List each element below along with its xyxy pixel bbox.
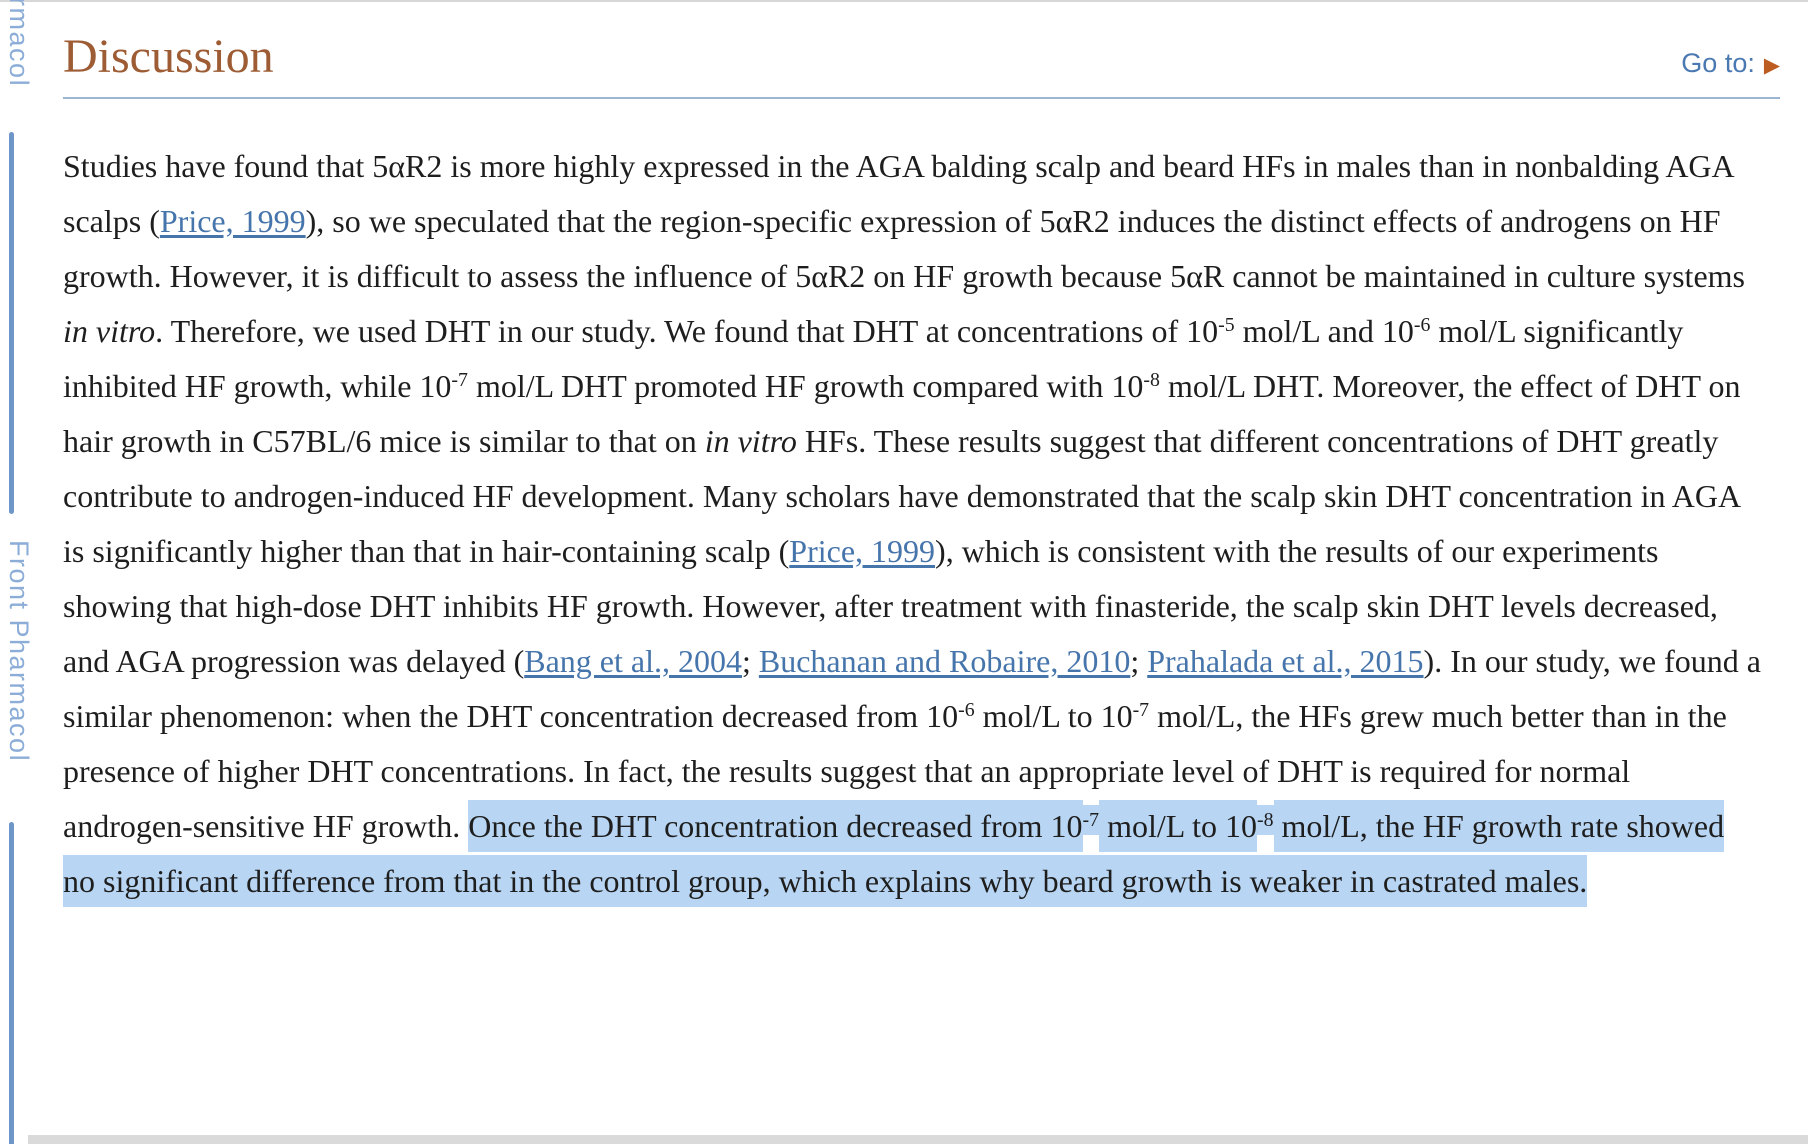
bottom-section-edge	[28, 1135, 1808, 1144]
text-run: mol/L to 10	[974, 698, 1133, 734]
text-run: mol/L DHT promoted HF growth compared wi…	[467, 368, 1144, 404]
superscript: -8	[1143, 369, 1160, 392]
journal-strip-divider	[9, 132, 14, 514]
text-run: mol/L DHT. Moreover, the effect of DHT o…	[63, 368, 1741, 459]
journal-strip-divider	[9, 822, 14, 1144]
superscript: -6	[958, 699, 975, 722]
goto-label: Go to:	[1681, 48, 1755, 78]
article-paragraph: Studies have found that 5αR2 is more hig…	[63, 139, 1763, 909]
citation-link[interactable]: Price, 1999	[159, 203, 306, 239]
section-header: Discussion Go to: ▶	[63, 33, 1780, 81]
right-triangle-icon: ▶	[1763, 53, 1780, 77]
superscript: -8	[1256, 805, 1274, 836]
superscript: -7	[451, 369, 468, 392]
citation-link[interactable]: Prahalada et al., 2015	[1147, 643, 1424, 679]
text-run: mol/L and 10	[1234, 313, 1414, 349]
text-run: ). In our study, we found a similar phen…	[63, 643, 1761, 734]
italic-text: in vitro	[704, 423, 797, 459]
text-run: ;	[1130, 643, 1148, 679]
text-run: mol/L significantly inhibited HF growth,…	[63, 313, 1684, 404]
superscript: -7	[1132, 699, 1150, 722]
section-header-rule	[63, 97, 1780, 99]
citation-link[interactable]: Price, 1999	[789, 533, 936, 569]
text-run: ), which is consistent with the results …	[63, 533, 1718, 679]
text-run: ;	[741, 643, 759, 679]
journal-name-vertical-top: Front Pharmacol	[3, 0, 34, 87]
top-divider	[0, 0, 1808, 2]
superscript: -5	[1218, 314, 1235, 337]
citation-link[interactable]: Buchanan and Robaire, 2010	[758, 643, 1131, 679]
text-run: . Therefore, we used DHT in our study. W…	[155, 313, 1219, 349]
goto-link[interactable]: Go to: ▶	[1681, 48, 1780, 79]
superscript: -7	[1082, 805, 1100, 836]
text-run: HFs. These results suggest that differen…	[63, 423, 1740, 569]
journal-sidebar-strip: Front Pharmacol Front Pharmacol	[0, 0, 48, 1144]
superscript: -6	[1413, 314, 1431, 337]
text-run: ), so we speculated that the region-spec…	[63, 203, 1745, 294]
italic-text: in vitro	[63, 313, 156, 349]
journal-name-vertical: Front Pharmacol	[4, 540, 34, 763]
article-section: Discussion Go to: ▶ Studies have found th…	[63, 0, 1780, 909]
text-run: mol/L, the HFs grew much better than in …	[63, 698, 1727, 844]
text-run: Once the DHT concentration decreased fro…	[468, 800, 1083, 852]
text-run: Studies have found that 5αR2 is more hig…	[63, 148, 1733, 239]
text-run: mol/L to 10	[1099, 800, 1257, 852]
citation-link[interactable]: Bang et al., 2004	[524, 643, 742, 679]
section-title: Discussion	[63, 30, 274, 83]
